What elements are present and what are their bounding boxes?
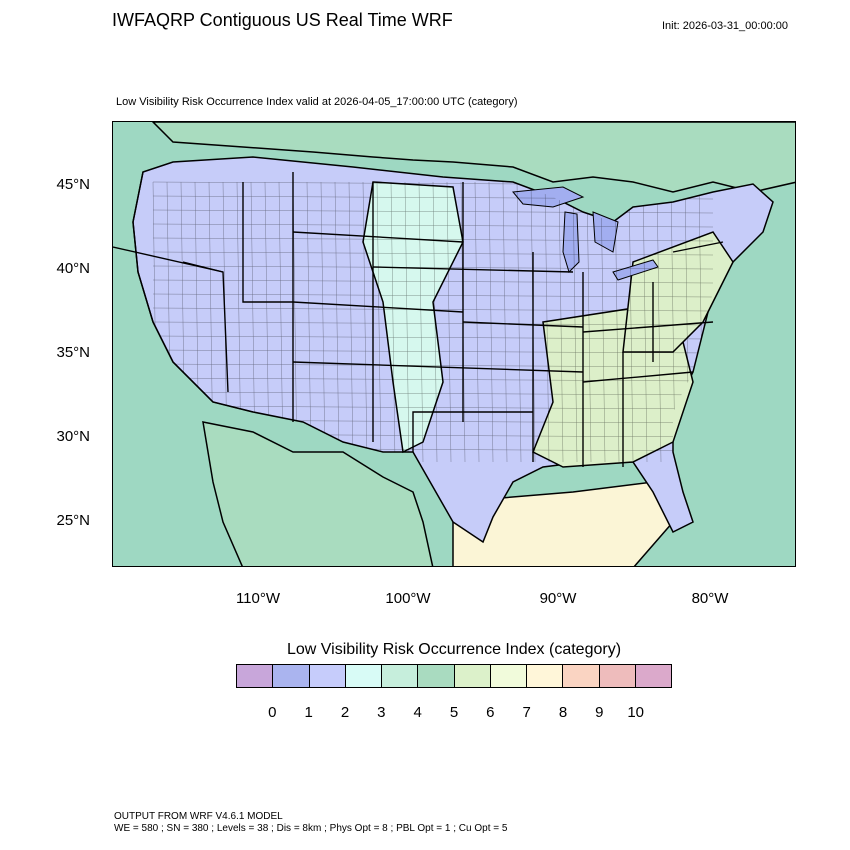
colorbar-label: 0 (268, 704, 277, 721)
county-line (320, 181, 326, 463)
mexico-land (202, 421, 434, 566)
county-line (642, 181, 648, 463)
county-line (586, 181, 592, 463)
lon-label-90w: 90°W (539, 590, 577, 607)
county-line (348, 181, 354, 463)
colorbar-cell (382, 665, 419, 687)
county-line (460, 181, 466, 463)
lat-label-40n: 40°N (56, 260, 90, 277)
county-line (152, 265, 714, 270)
map-canvas (113, 122, 795, 566)
county-line (152, 349, 714, 354)
lake-michigan (562, 211, 580, 273)
county-line (292, 181, 298, 463)
colorbar-cell (635, 665, 671, 687)
county-line (152, 391, 714, 396)
colorbar-cell (599, 665, 636, 687)
colorbar-label: 7 (522, 704, 531, 721)
county-line (152, 293, 714, 298)
colorbar (236, 664, 672, 688)
county-line (390, 181, 396, 463)
county-line (572, 181, 578, 463)
colorbar-cell (273, 665, 310, 687)
colorbar-title: Low Visibility Risk Occurrence Index (ca… (286, 641, 622, 658)
county-line (488, 181, 494, 463)
colorbar-cell (454, 665, 491, 687)
lat-label-35n: 35°N (56, 344, 90, 361)
map-panel (112, 121, 796, 567)
county-line (446, 181, 452, 463)
colorbar-cell (418, 665, 455, 687)
lake-huron (592, 211, 619, 253)
canada-land (151, 122, 795, 193)
colorbar-cell (490, 665, 527, 687)
model-footer-line2: WE = 580 ; SN = 380 ; Levels = 38 ; Dis … (114, 823, 508, 834)
county-line (502, 181, 508, 463)
county-line (152, 279, 714, 284)
county-line (544, 181, 550, 463)
county-line (474, 181, 480, 463)
init-time-label: Init: 2026-03-31_00:00:00 (662, 20, 788, 32)
model-footer-line1: OUTPUT FROM WRF V4.6.1 MODEL (114, 811, 283, 822)
colorbar-cell (345, 665, 382, 687)
lat-label-30n: 30°N (56, 428, 90, 445)
county-line (656, 181, 662, 463)
county-line (152, 335, 714, 340)
lat-label-45n: 45°N (56, 176, 90, 193)
county-line (558, 181, 564, 463)
colorbar-label: 4 (413, 704, 422, 721)
map-subtitle: Low Visibility Risk Occurrence Index val… (116, 96, 518, 108)
county-line (432, 181, 438, 463)
county-line (600, 181, 606, 463)
colorbar-label: 1 (304, 704, 313, 721)
county-line (628, 181, 634, 463)
county-line (152, 321, 714, 326)
county-line (152, 307, 714, 312)
lon-label-100w: 100°W (385, 590, 431, 607)
county-line (334, 181, 340, 463)
colorbar-cell (563, 665, 600, 687)
county-line (152, 377, 714, 382)
plains-band (362, 181, 464, 454)
lat-label-25n: 25°N (56, 512, 90, 529)
county-line (306, 181, 312, 463)
colorbar-cell (527, 665, 564, 687)
lon-label-80w: 80°W (691, 590, 729, 607)
county-line (278, 181, 284, 463)
main-title: IWFAQRP Contiguous US Real Time WRF (112, 10, 453, 30)
colorbar-label: 2 (340, 704, 350, 721)
county-line (152, 237, 714, 242)
county-line (404, 181, 410, 463)
colorbar-cell (309, 665, 346, 687)
county-line (152, 405, 714, 410)
county-line (152, 363, 714, 368)
county-line (530, 181, 536, 463)
county-line (516, 181, 522, 463)
colorbar-label: 6 (486, 704, 495, 721)
colorbar-label: 10 (627, 704, 644, 721)
county-line (152, 251, 714, 256)
colorbar-label: 3 (377, 704, 386, 721)
lon-label-110w: 110°W (235, 590, 281, 607)
colorbar-label: 5 (449, 704, 459, 721)
lake-superior (512, 186, 585, 208)
county-line (614, 181, 620, 463)
county-line (362, 181, 368, 463)
colorbar-label: 8 (558, 704, 568, 721)
county-line (376, 181, 382, 463)
colorbar-label: 9 (595, 704, 604, 721)
colorbar-cell (237, 665, 274, 687)
county-line (418, 181, 424, 463)
county-line (152, 223, 714, 228)
